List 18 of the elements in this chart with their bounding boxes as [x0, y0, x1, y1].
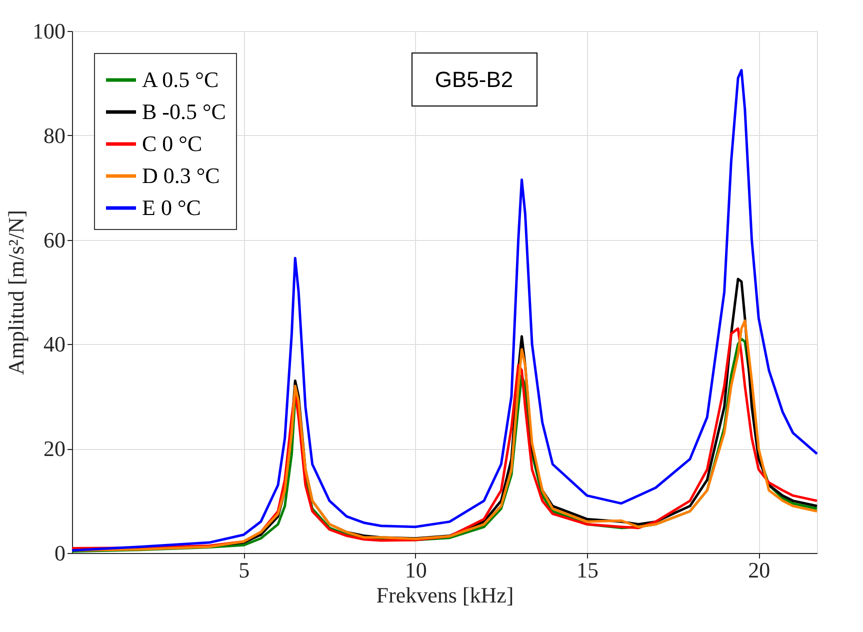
legend-label: A 0.5 °C	[142, 67, 219, 92]
x-tick-label: 5	[238, 558, 250, 582]
legend-label: E 0 °C	[142, 195, 201, 220]
annotation: GB5-B2	[434, 67, 514, 92]
y-axis-title: Amplitud [m/s²/N]	[4, 210, 28, 375]
legend-label: C 0 °C	[142, 131, 202, 156]
x-tick-label: 20	[748, 558, 770, 582]
y-tick-label: 20	[44, 436, 66, 462]
legend-label: B -0.5 °C	[142, 99, 226, 124]
legend-label: D 0.3 °C	[142, 163, 220, 188]
y-tick-label: 80	[44, 122, 66, 148]
y-tick-label: 40	[44, 332, 66, 357]
y-tick-label: 60	[44, 227, 66, 252]
x-axis-title: Frekvens [kHz]	[376, 582, 514, 608]
x-tick-label: 10	[404, 558, 427, 582]
y-tick-label: 0	[54, 540, 66, 566]
y-tick-label: 100	[32, 18, 66, 44]
x-tick-label: 15	[576, 558, 598, 582]
